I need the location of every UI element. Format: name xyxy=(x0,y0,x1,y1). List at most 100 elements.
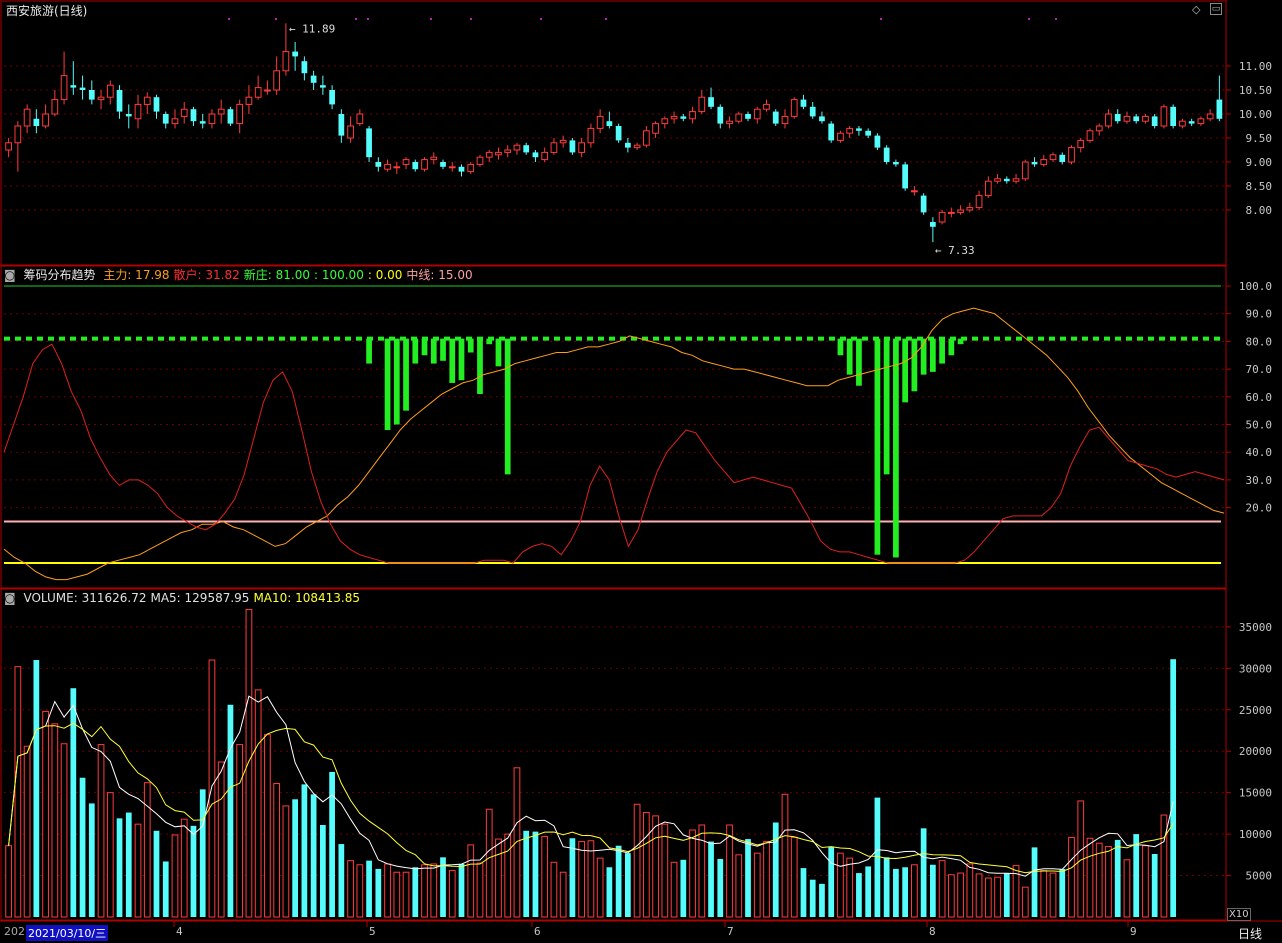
candle-body-up xyxy=(652,123,659,134)
candle-body-down xyxy=(708,97,714,107)
volume-bar-down xyxy=(1114,839,1121,917)
candle-body-up xyxy=(60,75,68,101)
volume-bar-up xyxy=(23,745,31,918)
chip-newbanker-bar xyxy=(440,338,446,361)
candle-body-up xyxy=(171,118,179,125)
chip-newbanker-bar xyxy=(430,338,437,364)
volume-bar-up xyxy=(763,841,770,918)
zoom-badge[interactable]: X10 xyxy=(1227,908,1251,921)
volume-bar-down xyxy=(33,660,40,917)
volume-bar-down xyxy=(606,867,613,917)
volume-bar-down xyxy=(717,858,724,917)
x-axis-month-label: 7 xyxy=(727,925,734,938)
candle-body-down xyxy=(920,195,927,213)
chip-legend-item-1: 散户: 31.82 xyxy=(173,268,240,282)
candle-body-up xyxy=(698,96,706,113)
price-low-annotation: ← 7.33 xyxy=(935,244,975,257)
period-tab[interactable]: 日线 xyxy=(1238,927,1263,941)
volume-bar-down xyxy=(828,846,835,917)
collapse-icon[interactable]: ◙ xyxy=(4,268,16,282)
diamond-icon[interactable]: ◇ xyxy=(1192,3,1201,16)
candle-body-up xyxy=(541,151,549,161)
candle-body-up xyxy=(790,99,798,117)
candle-body-up xyxy=(485,151,493,158)
candle-body-down xyxy=(116,90,123,112)
chip-y-tick-label: 90.0 xyxy=(1246,308,1273,321)
volume-bar-up xyxy=(393,871,401,918)
price-high-annotation: ← 11.89 xyxy=(289,22,335,35)
volume-bar-up xyxy=(97,744,105,918)
candle-body-down xyxy=(893,162,899,165)
volume-bar-up xyxy=(1012,865,1020,918)
chip-legend-item-0: 主力: 17.98 xyxy=(103,268,170,282)
chip-newbanker-bar xyxy=(874,338,881,555)
candle-body-up xyxy=(633,144,641,149)
candle-body-down xyxy=(772,111,779,124)
volume-bar-down xyxy=(162,861,169,917)
volume-bar-up xyxy=(42,710,49,918)
volume-bar-up xyxy=(476,862,484,918)
candle-body-up xyxy=(236,103,244,125)
volume-bar-up xyxy=(559,871,567,918)
candle-body-up xyxy=(846,127,854,134)
chip-retail-line xyxy=(3,343,1225,564)
volume-bar-up xyxy=(236,744,244,918)
chip-y-tick-label: 50.0 xyxy=(1246,419,1273,432)
volume-bar-up xyxy=(1123,859,1131,918)
volume-bar-up xyxy=(670,861,678,918)
candle-body-up xyxy=(254,87,262,98)
candle-body-up xyxy=(994,178,1001,182)
candle-body-up xyxy=(467,163,475,173)
event-marker xyxy=(275,18,277,20)
volume-bar-down xyxy=(929,864,936,917)
volume-bar-up xyxy=(171,834,179,918)
collapse-icon[interactable]: ◙ xyxy=(4,591,16,605)
volume-bar-down xyxy=(680,859,687,917)
volume-bar-down xyxy=(227,704,234,917)
volume-bar-up xyxy=(837,852,844,918)
chip-newbanker-bar xyxy=(929,338,936,372)
chip-legend-item-2: 新庄: 81.00 xyxy=(243,268,310,282)
candle-body-down xyxy=(883,147,890,162)
candle-body-up xyxy=(1095,125,1103,132)
volume-bar-up xyxy=(384,863,391,918)
candle-body-down xyxy=(125,114,132,117)
candle-body-down xyxy=(329,90,335,105)
volume-bar-down xyxy=(366,860,372,917)
volume-bar-up xyxy=(495,838,502,918)
candle-body-down xyxy=(70,85,77,88)
chip-y-tick-label: 80.0 xyxy=(1246,335,1273,348)
window-close-icon[interactable]: ▭ xyxy=(1210,3,1222,15)
candle-body-up xyxy=(1077,139,1085,149)
candle-body-down xyxy=(79,87,86,90)
candle-body-up xyxy=(763,103,770,110)
chip-newbanker-bar xyxy=(846,338,853,375)
chip-newbanker-bar xyxy=(920,338,927,375)
candle-body-down xyxy=(412,162,419,170)
candle-body-up xyxy=(938,211,946,223)
volume-bar-up xyxy=(541,836,549,918)
x-axis-month-label: 6 xyxy=(534,925,541,938)
candle-body-up xyxy=(448,166,456,169)
candle-body-down xyxy=(800,99,807,107)
volume-bar-up xyxy=(726,824,733,918)
candle-body-up xyxy=(42,113,49,127)
event-marker xyxy=(470,18,472,20)
volume-bar-up xyxy=(430,863,438,918)
chip-newbanker-bar xyxy=(883,338,890,475)
candle-body-down xyxy=(819,116,825,122)
volume-y-tick-label: 5000 xyxy=(1246,870,1273,883)
volume-bar-up xyxy=(947,874,955,918)
candle-body-up xyxy=(51,99,59,115)
volume-bar-up xyxy=(282,805,290,918)
volume-bar-up xyxy=(1160,814,1168,918)
volume-bar-up xyxy=(1105,846,1112,918)
volume-legend-item-0: VOLUME: 311626.72 xyxy=(23,591,147,605)
candle-body-down xyxy=(458,166,465,172)
volume-bar-down xyxy=(329,771,335,917)
x-axis-date-label: 2021/03/10/三 xyxy=(26,925,109,941)
chip-newbanker-bar xyxy=(393,338,400,425)
candle-body-down xyxy=(338,114,345,136)
candle-body-down xyxy=(33,118,40,126)
price-y-tick-label: 9.50 xyxy=(1246,132,1273,145)
